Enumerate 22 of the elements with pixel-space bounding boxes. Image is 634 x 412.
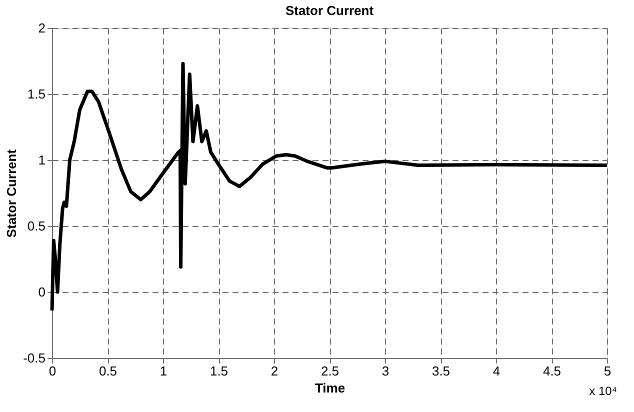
x-tick-label: 4.5 <box>542 364 562 378</box>
x-tick-label: 2 <box>270 364 278 378</box>
y-axis-title: Stator Current <box>4 148 20 238</box>
x-tick-label: 2.5 <box>320 364 340 378</box>
x-tick-label: 5 <box>604 364 612 378</box>
x-tick-label: 3.5 <box>432 364 450 378</box>
y-tick-label: 1 <box>38 152 46 168</box>
chart-title: Stator Current <box>285 3 374 18</box>
x-tick-label: 0.5 <box>98 364 118 378</box>
x-tick-label: 4 <box>492 364 500 378</box>
text: x 10⁴ <box>589 384 617 398</box>
y-tick-label: 2 <box>38 20 46 36</box>
x-tick-label: 1.5 <box>210 364 228 378</box>
x-tick-label: 1 <box>160 364 168 378</box>
line-series <box>50 62 609 312</box>
y-tick-label: 1.5 <box>27 86 46 102</box>
x-tick-label: 3 <box>382 364 390 378</box>
y-tick-label: -0.5 <box>23 350 46 366</box>
x-axis-title: Time <box>314 380 346 396</box>
y-tick-label: 0.5 <box>27 218 46 234</box>
y-tick-label: 0 <box>38 284 46 300</box>
x-tick-label: 0 <box>48 364 56 378</box>
